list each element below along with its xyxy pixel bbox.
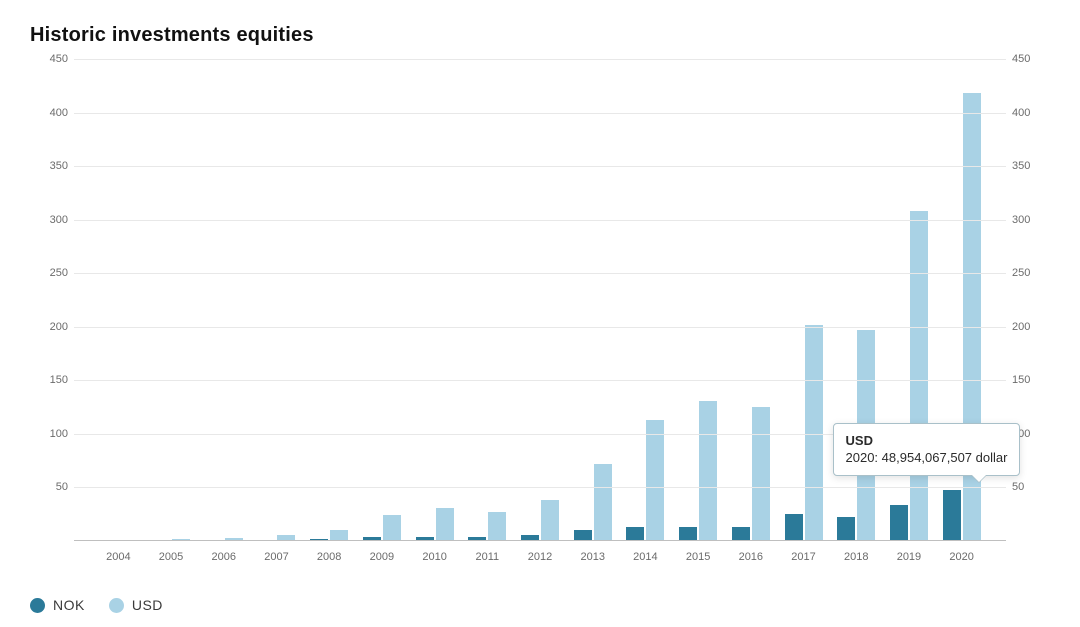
gridline: [74, 380, 1006, 381]
bar-group[interactable]: 2007: [257, 59, 295, 541]
gridline: [74, 113, 1006, 114]
bar-nok[interactable]: [626, 527, 644, 541]
legend-item-nok[interactable]: NOK: [30, 597, 85, 613]
tooltip-series-label: USD: [846, 432, 1008, 450]
y-tick-label-right: 50: [1012, 481, 1046, 493]
chart-card: Historic investments equities 2004200520…: [0, 0, 1080, 627]
gridline: [74, 166, 1006, 167]
bar-nok[interactable]: [679, 527, 697, 541]
y-tick-label-left: 50: [34, 481, 68, 493]
x-tick-label: 2013: [580, 551, 604, 563]
bar-nok[interactable]: [732, 527, 750, 541]
y-tick-label-right: 200: [1012, 321, 1046, 333]
y-tick-label-right: 350: [1012, 160, 1046, 172]
legend-swatch-nok: [30, 598, 45, 613]
bar-usd[interactable]: [805, 325, 823, 541]
x-tick-label: 2006: [212, 551, 236, 563]
bar-group[interactable]: 2016: [732, 59, 770, 541]
y-tick-label-right: 150: [1012, 374, 1046, 386]
gridline: [74, 220, 1006, 221]
x-tick-label: 2018: [844, 551, 868, 563]
bar-group[interactable]: 2008: [310, 59, 348, 541]
chart-area: 2004 2005 2006 2007 2008 2009 2010 2011 2012 2013…: [28, 53, 1052, 573]
bar-group[interactable]: 2009: [363, 59, 401, 541]
bar-usd[interactable]: [752, 407, 770, 541]
bar-nok[interactable]: [890, 505, 908, 541]
plot-region[interactable]: 2004 2005 2006 2007 2008 2009 2010 2011 2012 2013…: [74, 59, 1006, 541]
bar-usd[interactable]: [594, 464, 612, 541]
x-tick-label: 2008: [317, 551, 341, 563]
bar-nok[interactable]: [943, 490, 961, 541]
bar-nok[interactable]: [837, 517, 855, 541]
bar-group[interactable]: 2013: [574, 59, 612, 541]
x-tick-label: 2015: [686, 551, 710, 563]
gridline: [74, 59, 1006, 60]
x-tick-label: 2005: [159, 551, 183, 563]
bar-usd[interactable]: [699, 401, 717, 541]
y-tick-label-left: 400: [34, 107, 68, 119]
x-tick-label: 2014: [633, 551, 657, 563]
y-tick-label-right: 450: [1012, 53, 1046, 65]
y-tick-label-right: 400: [1012, 107, 1046, 119]
bar-group[interactable]: 2010: [416, 59, 454, 541]
bar-group[interactable]: 2014: [626, 59, 664, 541]
x-tick-label: 2019: [897, 551, 921, 563]
bar-usd[interactable]: [910, 211, 928, 541]
bar-usd[interactable]: [383, 515, 401, 541]
bar-usd[interactable]: [436, 508, 454, 541]
bar-group[interactable]: 2005: [152, 59, 190, 541]
x-tick-label: 2007: [264, 551, 288, 563]
bar-usd[interactable]: [488, 512, 506, 541]
x-tick-label: 2020: [949, 551, 973, 563]
chart-title: Historic investments equities: [30, 24, 1052, 47]
x-tick-label: 2017: [791, 551, 815, 563]
x-tick-label: 2004: [106, 551, 130, 563]
y-tick-label-right: 250: [1012, 267, 1046, 279]
legend-swatch-usd: [109, 598, 124, 613]
legend-label-nok: NOK: [53, 597, 85, 613]
gridline: [74, 487, 1006, 488]
y-tick-label-left: 350: [34, 160, 68, 172]
x-tick-label: 2016: [739, 551, 763, 563]
bar-usd[interactable]: [541, 500, 559, 541]
y-tick-label-right: 300: [1012, 214, 1046, 226]
tooltip: USD2020: 48,954,067,507 dollar: [833, 423, 1021, 476]
legend: NOK USD: [30, 597, 163, 613]
x-tick-label: 2009: [370, 551, 394, 563]
x-axis-baseline: [74, 540, 1006, 541]
y-tick-label-left: 300: [34, 214, 68, 226]
gridline: [74, 273, 1006, 274]
bar-group[interactable]: 2017: [785, 59, 823, 541]
y-tick-label-left: 100: [34, 428, 68, 440]
gridline: [74, 327, 1006, 328]
bar-group[interactable]: 2012: [521, 59, 559, 541]
y-tick-label-left: 200: [34, 321, 68, 333]
bar-group[interactable]: 2015: [679, 59, 717, 541]
y-tick-label-left: 150: [34, 374, 68, 386]
bar-group[interactable]: 2006: [205, 59, 243, 541]
x-tick-label: 2012: [528, 551, 552, 563]
x-tick-label: 2011: [475, 551, 499, 563]
bar-nok[interactable]: [785, 514, 803, 541]
legend-item-usd[interactable]: USD: [109, 597, 163, 613]
x-tick-label: 2010: [422, 551, 446, 563]
y-tick-label-left: 450: [34, 53, 68, 65]
tooltip-value-line: 2020: 48,954,067,507 dollar: [846, 449, 1008, 467]
y-tick-label-left: 250: [34, 267, 68, 279]
bar-group[interactable]: 2011: [468, 59, 506, 541]
legend-label-usd: USD: [132, 597, 163, 613]
bar-group[interactable]: 2004: [99, 59, 137, 541]
bar-usd[interactable]: [646, 420, 664, 541]
